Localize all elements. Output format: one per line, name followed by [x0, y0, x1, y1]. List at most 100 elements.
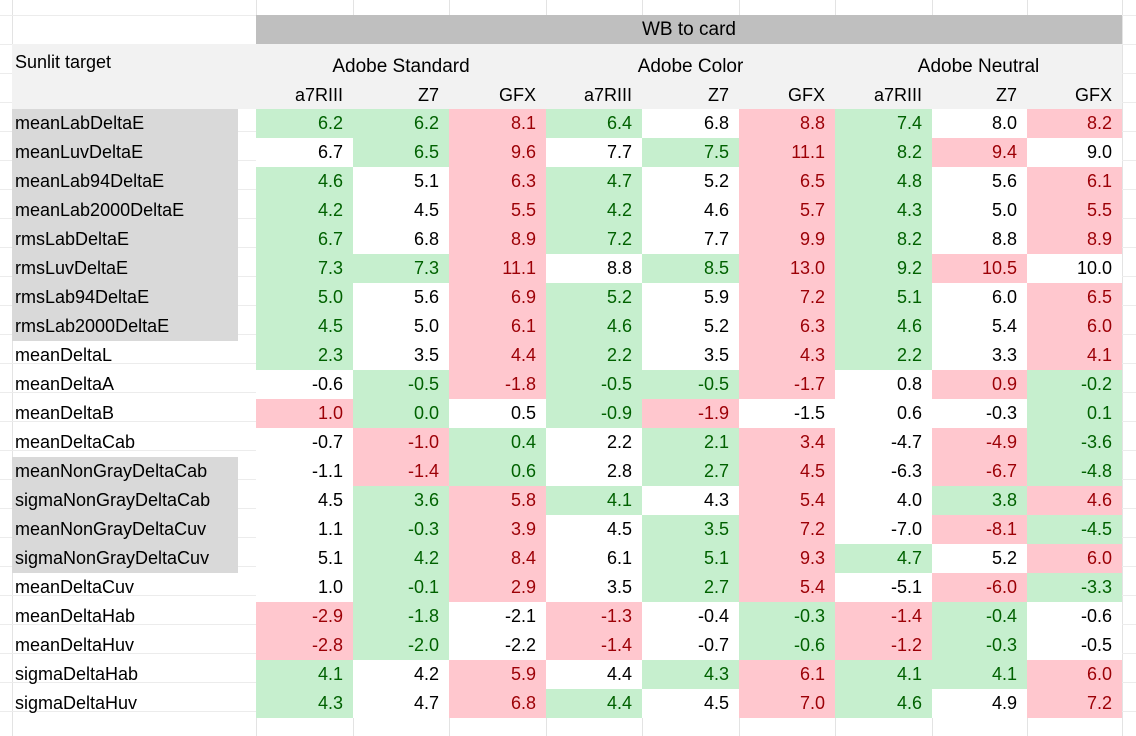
data-cell[interactable]: -0.3 [932, 399, 1027, 428]
data-cell[interactable]: 8.2 [835, 225, 932, 254]
data-cell[interactable]: -1.9 [642, 399, 739, 428]
data-cell[interactable]: -2.2 [449, 631, 546, 660]
data-cell[interactable]: -1.4 [353, 457, 449, 486]
data-cell[interactable]: 6.3 [449, 167, 546, 196]
data-cell[interactable]: 4.5 [256, 312, 353, 341]
data-cell[interactable]: -0.6 [256, 370, 353, 399]
data-cell[interactable]: 13.0 [739, 254, 835, 283]
data-cell[interactable]: -1.8 [449, 370, 546, 399]
row-label[interactable]: rmsLab94DeltaE [12, 283, 238, 312]
data-cell[interactable]: -1.5 [739, 399, 835, 428]
data-cell[interactable]: 2.8 [546, 457, 642, 486]
data-cell[interactable]: 7.0 [739, 689, 835, 718]
data-cell[interactable]: 6.0 [1027, 660, 1122, 689]
camera-header[interactable]: GFX [498, 85, 536, 105]
data-cell[interactable]: 5.6 [353, 283, 449, 312]
data-cell[interactable]: 6.1 [739, 660, 835, 689]
data-cell[interactable]: 9.0 [1027, 138, 1122, 167]
data-cell[interactable]: 1.1 [256, 515, 353, 544]
data-cell[interactable]: 4.3 [835, 196, 932, 225]
data-cell[interactable]: 0.6 [449, 457, 546, 486]
data-cell[interactable]: -6.0 [932, 573, 1027, 602]
data-cell[interactable]: 6.8 [353, 225, 449, 254]
data-cell[interactable]: 9.4 [932, 138, 1027, 167]
row-label[interactable]: meanLab94DeltaE [12, 167, 238, 196]
row-label[interactable]: meanDeltaCuv [15, 577, 135, 597]
data-cell[interactable]: 4.6 [835, 312, 932, 341]
data-cell[interactable]: 6.0 [1027, 544, 1122, 573]
data-cell[interactable]: 4.7 [546, 167, 642, 196]
data-cell[interactable]: 4.6 [1027, 486, 1122, 515]
data-cell[interactable]: 10.5 [932, 254, 1027, 283]
data-cell[interactable]: -2.9 [256, 602, 353, 631]
data-cell[interactable]: 8.0 [932, 109, 1027, 138]
data-cell[interactable]: -6.3 [835, 457, 932, 486]
row-label[interactable]: meanDeltaL [15, 345, 113, 365]
data-cell[interactable]: 4.1 [256, 660, 353, 689]
data-cell[interactable]: 0.6 [835, 399, 932, 428]
row-label[interactable]: rmsLab2000DeltaE [12, 312, 238, 341]
data-cell[interactable]: -0.4 [932, 602, 1027, 631]
data-cell[interactable]: 5.1 [835, 283, 932, 312]
data-cell[interactable]: 4.6 [256, 167, 353, 196]
data-cell[interactable]: 2.9 [449, 573, 546, 602]
data-cell[interactable]: 2.2 [546, 428, 642, 457]
data-cell[interactable]: 4.0 [835, 486, 932, 515]
row-label[interactable]: meanDeltaCab [15, 432, 136, 452]
data-cell[interactable]: 5.2 [932, 544, 1027, 573]
data-cell[interactable]: 3.4 [739, 428, 835, 457]
data-cell[interactable]: 9.6 [449, 138, 546, 167]
data-cell[interactable]: 6.4 [546, 109, 642, 138]
group-header[interactable]: Adobe Color [637, 56, 744, 77]
data-cell[interactable]: 4.2 [353, 660, 449, 689]
data-cell[interactable]: 10.0 [1027, 254, 1122, 283]
data-cell[interactable]: -0.3 [739, 602, 835, 631]
data-cell[interactable]: 7.2 [739, 515, 835, 544]
camera-header[interactable]: a7RIII [583, 85, 632, 105]
data-cell[interactable]: -2.1 [449, 602, 546, 631]
data-cell[interactable]: 5.9 [642, 283, 739, 312]
data-cell[interactable]: 6.8 [449, 689, 546, 718]
data-cell[interactable]: -7.0 [835, 515, 932, 544]
data-cell[interactable]: 8.8 [932, 225, 1027, 254]
data-cell[interactable]: 5.4 [739, 573, 835, 602]
data-cell[interactable]: -1.4 [546, 631, 642, 660]
data-cell[interactable]: 4.3 [256, 689, 353, 718]
data-cell[interactable]: -4.5 [1027, 515, 1122, 544]
data-cell[interactable]: 11.1 [449, 254, 546, 283]
data-cell[interactable]: 4.7 [353, 689, 449, 718]
row-label[interactable]: rmsLuvDeltaE [12, 254, 238, 283]
data-cell[interactable]: -0.9 [546, 399, 642, 428]
row-label[interactable]: sigmaNonGrayDeltaCab [12, 486, 238, 515]
data-cell[interactable]: 5.8 [449, 486, 546, 515]
data-cell[interactable]: 7.5 [642, 138, 739, 167]
data-cell[interactable]: -0.5 [1027, 631, 1122, 660]
group-header[interactable]: Adobe Standard [332, 56, 470, 77]
data-cell[interactable]: 4.2 [353, 544, 449, 573]
group-header[interactable]: Adobe Neutral [917, 56, 1040, 77]
data-cell[interactable]: 0.0 [353, 399, 449, 428]
data-cell[interactable]: 4.1 [1027, 341, 1122, 370]
data-cell[interactable]: 3.3 [932, 341, 1027, 370]
row-label[interactable]: rmsLabDeltaE [12, 225, 238, 254]
data-cell[interactable]: 6.7 [256, 225, 353, 254]
data-cell[interactable]: 5.0 [932, 196, 1027, 225]
data-cell[interactable]: 4.5 [739, 457, 835, 486]
data-cell[interactable]: 5.2 [642, 312, 739, 341]
data-cell[interactable]: 2.3 [256, 341, 353, 370]
data-cell[interactable]: 0.9 [932, 370, 1027, 399]
data-cell[interactable]: 8.8 [739, 109, 835, 138]
data-cell[interactable]: 6.5 [353, 138, 449, 167]
data-cell[interactable]: 5.9 [449, 660, 546, 689]
data-cell[interactable]: 5.7 [739, 196, 835, 225]
data-cell[interactable]: -1.8 [353, 602, 449, 631]
data-cell[interactable]: 5.0 [256, 283, 353, 312]
data-cell[interactable]: 6.9 [449, 283, 546, 312]
data-cell[interactable]: 7.2 [1027, 689, 1122, 718]
camera-header[interactable]: Z7 [417, 85, 439, 105]
data-cell[interactable]: -8.1 [932, 515, 1027, 544]
data-cell[interactable]: 4.5 [642, 689, 739, 718]
data-cell[interactable]: 4.7 [835, 544, 932, 573]
data-cell[interactable]: 8.4 [449, 544, 546, 573]
data-cell[interactable]: 6.1 [449, 312, 546, 341]
